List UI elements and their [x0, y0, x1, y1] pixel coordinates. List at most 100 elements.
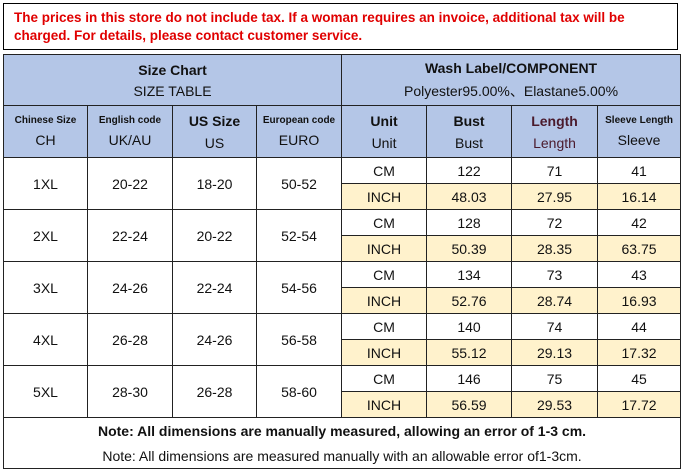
- cm-unit: CM: [341, 313, 428, 340]
- inch-bust: 50.39: [426, 235, 513, 262]
- cm-bust: 122: [426, 157, 513, 184]
- column-header-label: Bust: [453, 112, 485, 129]
- inch-bust: 48.03: [426, 183, 513, 210]
- size-us: 20-22: [172, 209, 257, 262]
- column-header-label: Unit: [370, 112, 398, 129]
- inch-length: 29.53: [511, 391, 599, 418]
- size-uk: 24-26: [87, 261, 173, 314]
- column-header: Length Length: [511, 105, 599, 158]
- column-header: US Size US: [172, 105, 257, 158]
- table-row: INCH 56.59 29.53 17.72: [4, 391, 682, 418]
- size-uk: 26-28: [87, 313, 173, 366]
- cm-bust: 128: [426, 209, 513, 236]
- inch-unit: INCH: [341, 287, 428, 314]
- inch-sleeve: 63.75: [597, 235, 682, 262]
- table-row: 5XL 28-30 26-28 58-60 CM 146 75 45: [3, 365, 682, 418]
- column-header-sub: EURO: [278, 132, 320, 148]
- size-uk: 20-22: [87, 157, 173, 210]
- table-row: INCH 50.39 28.35 63.75: [4, 235, 682, 262]
- table-row: 2XL 22-24 20-22 52-54 CM 128 72 42: [3, 209, 682, 262]
- cm-sleeve: 43: [597, 261, 682, 288]
- size-chart-header: Size Chart SIZE TABLE: [2, 54, 343, 106]
- size-us: 24-26: [172, 313, 257, 366]
- cm-sleeve: 44: [597, 313, 682, 340]
- table-row: INCH 52.76 28.74 16.93: [4, 287, 682, 314]
- tax-notice: The prices in this store do not include …: [3, 3, 678, 50]
- cm-length: 73: [511, 261, 599, 288]
- inch-length: 28.35: [511, 235, 599, 262]
- cm-length: 74: [511, 313, 599, 340]
- size-table-subtitle: SIZE TABLE: [133, 82, 212, 99]
- column-header: Unit Unit: [341, 105, 428, 158]
- composition: Polyester95.00%、Elastane5.00%: [404, 82, 619, 99]
- inch-length: 27.95: [511, 183, 599, 210]
- size-ch: 4XL: [3, 313, 88, 366]
- column-header: European code EURO: [255, 105, 343, 158]
- column-header-sub: CH: [35, 132, 56, 148]
- cm-unit: CM: [341, 209, 428, 236]
- size-eu: 52-54: [255, 209, 343, 262]
- inch-length: 29.13: [511, 339, 599, 366]
- inch-sleeve: 16.93: [597, 287, 682, 314]
- cm-sleeve: 41: [597, 157, 682, 184]
- column-header-sub: US: [204, 134, 225, 151]
- size-ch: 2XL: [3, 209, 88, 262]
- cm-bust: 134: [426, 261, 513, 288]
- inch-sleeve: 16.14: [597, 183, 682, 210]
- cm-unit: CM: [341, 157, 428, 184]
- column-header-label: English code: [98, 115, 162, 126]
- inch-bust: 55.12: [426, 339, 513, 366]
- size-ch: 1XL: [3, 157, 88, 210]
- size-ch: 5XL: [3, 365, 88, 418]
- column-header: Bust Bust: [426, 105, 513, 158]
- cm-length: 71: [511, 157, 599, 184]
- column-header-sub: UK/AU: [108, 132, 152, 148]
- cm-sleeve: 45: [597, 365, 682, 392]
- size-eu: 58-60: [255, 365, 343, 418]
- inch-unit: INCH: [341, 339, 428, 366]
- inch-unit: INCH: [341, 391, 428, 418]
- column-header-sub: Unit: [371, 134, 397, 151]
- column-header-label: US Size: [188, 112, 241, 129]
- table-row: INCH 55.12 29.13 17.32: [4, 339, 682, 366]
- column-header: Sleeve Length Sleeve: [597, 105, 682, 158]
- inch-unit: INCH: [341, 183, 428, 210]
- inch-length: 28.74: [511, 287, 599, 314]
- inch-sleeve: 17.32: [597, 339, 682, 366]
- cm-bust: 140: [426, 313, 513, 340]
- column-header-sub: Bust: [455, 134, 484, 151]
- size-us: 26-28: [172, 365, 257, 418]
- inch-sleeve: 17.72: [597, 391, 682, 418]
- cm-length: 72: [511, 209, 599, 236]
- column-header: Chinese Size CH: [3, 105, 88, 158]
- column-header: English code UK/AU: [87, 105, 173, 158]
- size-eu: 54-56: [255, 261, 343, 314]
- inch-unit: INCH: [341, 235, 428, 262]
- size-table: Size Chart SIZE TABLE Wash Label/COMPONEN…: [2, 54, 682, 469]
- wash-label-title: Wash Label/COMPONENT: [424, 59, 598, 76]
- measurement-note: Note: All dimensions are measured manual…: [2, 443, 682, 469]
- column-header-label: European code: [262, 115, 336, 126]
- column-header-sub: Sleeve: [617, 132, 661, 148]
- size-chart-title: Size Chart: [138, 61, 207, 78]
- wash-label-header: Wash Label/COMPONENT Polyester95.00%、Elas…: [341, 54, 682, 106]
- measurement-note: Note: All dimensions are manually measur…: [2, 417, 682, 443]
- table-row: 1XL 20-22 18-20 50-52 CM 122 71 41: [3, 157, 682, 210]
- cm-bust: 146: [426, 365, 513, 392]
- column-header-sub: Length: [533, 134, 576, 151]
- size-us: 22-24: [172, 261, 257, 314]
- table-row: 3XL 24-26 22-24 54-56 CM 134 73 43: [3, 261, 682, 314]
- inch-bust: 56.59: [426, 391, 513, 418]
- column-header-label: Sleeve Length: [605, 115, 673, 126]
- size-eu: 50-52: [255, 157, 343, 210]
- size-uk: 22-24: [87, 209, 173, 262]
- column-header-label: Length: [531, 112, 578, 129]
- size-ch: 3XL: [3, 261, 88, 314]
- table-row: 4XL 26-28 24-26 56-58 CM 140 74 44: [3, 313, 682, 366]
- size-eu: 56-58: [255, 313, 343, 366]
- size-uk: 28-30: [87, 365, 173, 418]
- cm-length: 75: [511, 365, 599, 392]
- inch-bust: 52.76: [426, 287, 513, 314]
- cm-unit: CM: [341, 261, 428, 288]
- column-header-label: Chinese Size: [14, 115, 77, 126]
